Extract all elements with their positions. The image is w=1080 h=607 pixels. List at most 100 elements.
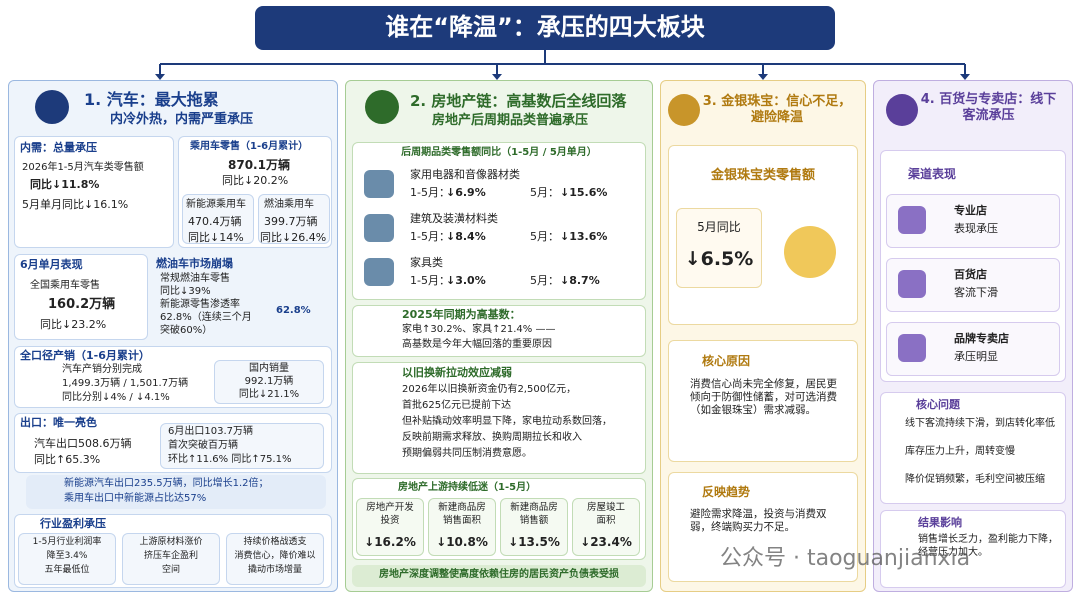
panel: [14, 136, 174, 248]
page-title: 谁在“降温”：承压的四大板块: [385, 13, 705, 41]
section-title: 核心原因: [702, 354, 751, 368]
column-heading: 2. 房地产链：高基数后全线回落: [410, 92, 627, 110]
text: 房地产深度调整使高度依赖住房的居民资产负债表受损: [379, 569, 619, 580]
text: 家电↑30.2%、家具↑21.4% ——: [402, 324, 556, 335]
text: 6月出口103.7万辆: [168, 426, 253, 437]
text: 1,499.3万辆 / 1,501.7万辆: [62, 378, 189, 389]
text: 5月：: [530, 230, 559, 243]
text: 1-5月行业利润率: [32, 537, 102, 547]
text: 新建商品房: [438, 502, 486, 513]
watermark: 公众号 · taoguanjianxia: [720, 546, 971, 571]
section-title: 反映趋势: [702, 485, 751, 499]
text: 空间: [161, 565, 180, 575]
panel: [122, 533, 220, 585]
text: 库存压力上升，周转变慢: [905, 446, 1015, 457]
panel: [18, 533, 116, 585]
text: 客流下滑: [954, 286, 998, 299]
text: 同比↓21.1%: [238, 389, 300, 400]
text: 挤压车企盈利: [143, 551, 198, 561]
panel: [668, 340, 858, 462]
text: 燃油乘用车: [264, 199, 314, 210]
text: 1-5月：: [410, 274, 450, 287]
title-banner: [255, 6, 835, 50]
panel: [352, 362, 646, 474]
text: 5月：: [530, 274, 559, 287]
text: 62.8%（连续三个月: [160, 312, 252, 323]
section-title: 全口径产销（1-6月累计）: [20, 349, 150, 362]
icon: [364, 214, 394, 242]
icon: [668, 94, 700, 126]
icon: [364, 170, 394, 198]
panel: [356, 498, 424, 556]
text: 突破60%）: [160, 325, 213, 336]
text: 家具类: [410, 256, 443, 269]
panel: [500, 498, 568, 556]
text: 全国乘用车零售: [30, 280, 100, 291]
icon: [784, 226, 836, 278]
text: 五年最低位: [44, 565, 90, 575]
panel: [258, 194, 330, 244]
icon: [35, 90, 69, 124]
text: 房屋竣工: [586, 502, 625, 513]
text: 避险需求降温，投资与消费双弱，终端购买力不足。: [690, 508, 827, 534]
section-title: 核心问题: [916, 398, 960, 411]
text: 上游原材料涨价: [139, 537, 203, 547]
text: 建筑及装潢材料类: [410, 212, 498, 225]
text: 表现承压: [954, 222, 998, 235]
text: 预期偏弱共同压制消费意愿。: [402, 448, 532, 459]
text: 国内销量: [249, 363, 289, 374]
section-title: 后周期品类零售额同比（1-5月 / 5月单月）: [401, 147, 597, 158]
panel: [14, 254, 148, 340]
panel: [26, 475, 326, 509]
panel: [676, 208, 762, 288]
donut-label: 62.8%: [276, 305, 311, 316]
panel: [668, 472, 858, 582]
text: 线下客流持续下滑，到店转化率低: [905, 418, 1055, 429]
text: ↓8.7%: [560, 274, 600, 287]
text: 品牌专卖店: [954, 332, 1009, 345]
text: 撬动市场增量: [247, 565, 302, 575]
text: 同比分别↓4% / ↓4.1%: [62, 392, 170, 403]
panel: [572, 498, 640, 556]
text: 金银珠宝类零售额: [710, 168, 815, 183]
text: 同比↓20.2%: [222, 174, 289, 187]
text: 百货店: [954, 268, 987, 281]
section-title: 乘用车零售（1-6月累计）: [190, 141, 309, 152]
panel: [428, 498, 496, 556]
text: ↓13.6%: [560, 230, 608, 243]
panel: [352, 565, 646, 587]
text: ↓10.8%: [436, 535, 488, 549]
section-title: 6月单月表现: [20, 258, 83, 271]
text: 环比↑11.6% 同比↑75.1%: [168, 454, 292, 465]
text: 专业店: [954, 204, 987, 217]
text: 5月同比: [697, 220, 741, 234]
section-title: 2025年同期为高基数：: [402, 308, 521, 321]
icon: [898, 270, 926, 298]
text: 乘用车出口中新能源占比达57%: [64, 493, 207, 504]
text: 同比↓14%: [188, 231, 244, 244]
text: 5月单月同比↓16.1%: [22, 198, 129, 211]
text: 高基数是今年大幅回落的重要原因: [402, 339, 552, 350]
panel: [352, 305, 646, 357]
text: ↓23.4%: [580, 535, 632, 549]
section-title: 燃油车市场崩塌: [156, 257, 233, 270]
arrows: [159, 50, 966, 76]
text: ↓15.6%: [560, 186, 608, 199]
text: 新建商品房: [510, 502, 558, 513]
section-title: 行业盈利承压: [40, 517, 106, 530]
text: ↓8.4%: [446, 230, 486, 243]
text: 2026年以旧换新资金仍有2,500亿元，: [402, 384, 577, 395]
icon: [364, 258, 394, 286]
icon: [898, 334, 926, 362]
panel: [182, 194, 254, 244]
section-title: 以旧换新拉动效应减弱: [402, 366, 512, 379]
text: 同比↓11.8%: [30, 178, 100, 191]
text: 新能源乘用车: [186, 199, 246, 210]
text: ↓3.0%: [446, 274, 486, 287]
text: 汽车出口508.6万辆: [34, 437, 132, 450]
panel: [226, 533, 324, 585]
column-heading: 3. 金银珠宝：信心不足，避险降温: [702, 94, 852, 126]
section-title: 内需：总量承压: [20, 141, 97, 154]
panel: [160, 423, 324, 469]
